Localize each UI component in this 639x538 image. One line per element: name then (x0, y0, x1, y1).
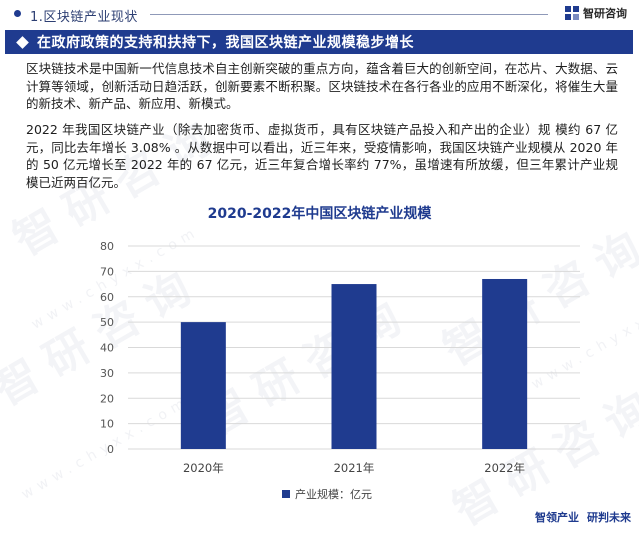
y-tick-label: 40 (100, 342, 114, 355)
chart-title: 2020-2022年中国区块链产业规模 (207, 206, 432, 222)
brand-mark-icon (565, 6, 579, 20)
footer-right: 研判未来 (587, 511, 631, 524)
brand-name: 智研咨询 (583, 7, 627, 20)
section-title: 1.区块链产业现状 (30, 10, 138, 25)
x-tick-label: 2022年 (484, 461, 525, 475)
headline-text: 在政府政策的支持和扶持下，我国区块链产业规模稳步增长 (37, 35, 414, 51)
y-tick-label: 70 (100, 265, 114, 278)
paragraph-intro: 区块链技术是中国新一代信息技术自主创新突破的重点方向，蕴含着巨大的创新空间，在芯… (26, 61, 618, 111)
bar (180, 322, 226, 449)
y-tick-label: 30 (100, 367, 114, 380)
y-tick-label: 20 (100, 392, 114, 405)
legend-label: 产业规模：亿元 (295, 487, 372, 501)
legend-swatch (282, 490, 290, 498)
y-tick-label: 50 (100, 316, 114, 329)
brand-logo: 智研咨询 (565, 5, 627, 21)
y-tick-label: 80 (100, 240, 114, 253)
y-tick-label: 10 (100, 418, 114, 431)
headline-banner: 在政府政策的支持和扶持下，我国区块链产业规模稳步增长 (5, 30, 633, 54)
top-header: 1.区块链产业现状 智研咨询 (0, 0, 639, 28)
paragraph-data: 2022 年我国区块链产业（除去加密货币、虚拟货币，具有区块链产品投入和产出的企… (26, 122, 618, 190)
y-tick-label: 0 (107, 443, 114, 456)
y-tick-label: 60 (100, 291, 114, 304)
footer-slogan: 智领产业 研判未来 (535, 509, 631, 525)
bullet-icon (14, 10, 21, 17)
footer-left: 智领产业 (535, 511, 579, 524)
x-tick-label: 2021年 (334, 461, 375, 475)
x-tick-label: 2020年 (183, 461, 224, 475)
bar (331, 284, 377, 449)
bar (482, 278, 528, 449)
header-divider (150, 14, 548, 15)
